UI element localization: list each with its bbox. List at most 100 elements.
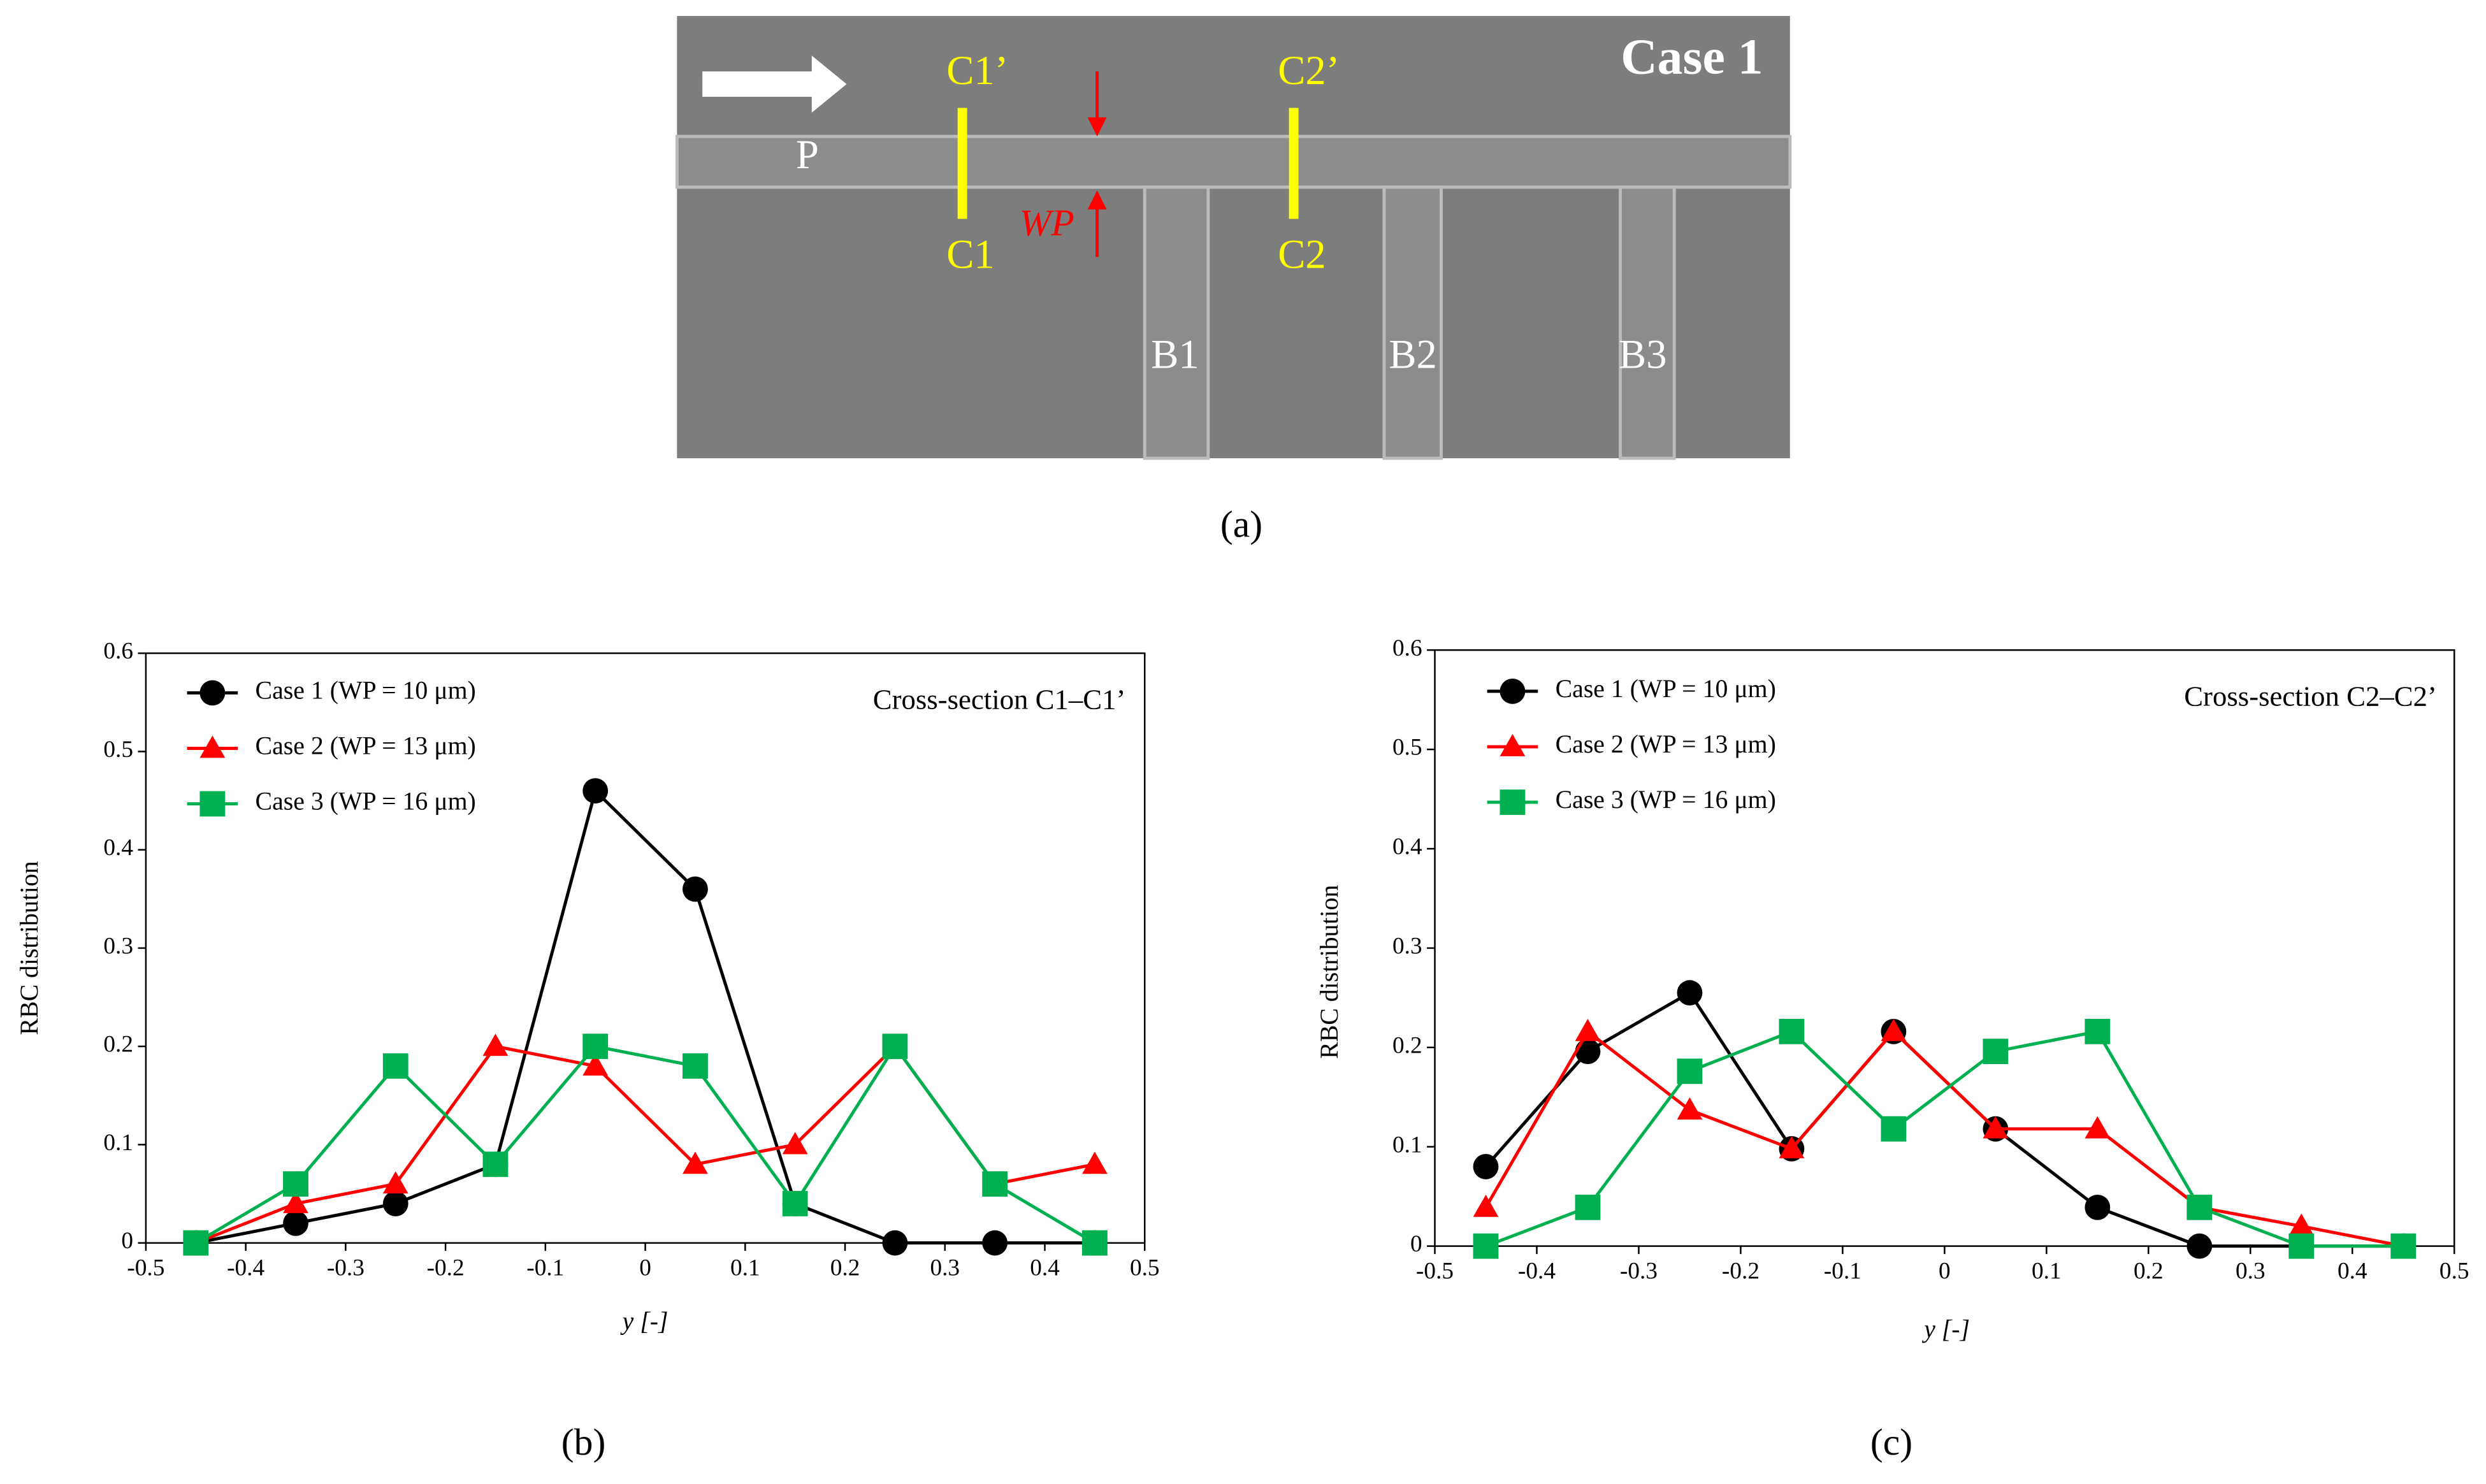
label-b1: B1: [1151, 331, 1199, 377]
marker: [1983, 1039, 2009, 1064]
marker: [683, 1053, 708, 1079]
y-tick-label: 0.3: [1392, 933, 1422, 959]
y-tick-label: 0.5: [103, 737, 133, 763]
label-b3: B3: [1619, 331, 1666, 377]
x-tick-label: 0.1: [730, 1255, 760, 1281]
marker: [2186, 1194, 2213, 1220]
x-tick-label: -0.2: [427, 1255, 465, 1281]
marker: [283, 1171, 308, 1197]
x-tick-label: 0.3: [2236, 1258, 2266, 1285]
marker: [1677, 1058, 1703, 1084]
branch-channel: [1619, 185, 1676, 460]
x-tick-label: -0.5: [127, 1255, 164, 1281]
x-tick-label: -0.1: [526, 1255, 564, 1281]
marker: [1677, 1097, 1703, 1120]
series-line: [194, 1043, 1096, 1244]
marker: [1500, 678, 1526, 704]
marker: [2186, 1233, 2213, 1259]
marker: [683, 1151, 708, 1174]
marker: [782, 1132, 808, 1155]
x-axis-label: y [-]: [1921, 1315, 1970, 1343]
y-tick-label: 0.6: [103, 638, 133, 665]
panel-caption: (b): [561, 1421, 606, 1463]
x-tick-label: 0.4: [1030, 1255, 1060, 1281]
marker: [382, 1053, 408, 1079]
marker: [1677, 980, 1703, 1005]
branch-channel: [1143, 185, 1210, 460]
marker: [199, 791, 226, 817]
main-channel: [675, 134, 1792, 189]
x-tick-label: 0.5: [2439, 1258, 2469, 1285]
y-tick-label: 0.3: [103, 933, 133, 959]
series-line: [1484, 1029, 2404, 1248]
x-tick-label: 0: [639, 1255, 651, 1281]
marker: [482, 1034, 509, 1056]
x-tick-label: -0.4: [1518, 1258, 1556, 1285]
label-c2: C2: [1278, 231, 1326, 277]
legend-label: Case 3 (WP = 16 μm): [256, 788, 476, 816]
marker: [683, 876, 708, 902]
marker: [2288, 1233, 2315, 1259]
marker: [283, 1191, 308, 1213]
x-tick-label: -0.2: [1722, 1258, 1760, 1285]
x-axis-label: y [-]: [620, 1308, 668, 1336]
x-tick-label: 0.3: [930, 1255, 960, 1281]
series-line: [1485, 1029, 2404, 1248]
flow-arrow: [702, 55, 847, 113]
y-tick-label: 0.2: [1392, 1032, 1422, 1058]
marker: [2390, 1233, 2417, 1259]
annotation: Cross-section C2–C2’: [2184, 681, 2437, 712]
marker: [199, 680, 226, 706]
marker: [1575, 1194, 1601, 1220]
marker: [1881, 1116, 1907, 1142]
marker: [2288, 1213, 2315, 1236]
y-axis-label: RBC distribution: [1315, 885, 1343, 1059]
legend-label: Case 3 (WP = 16 μm): [1556, 786, 1776, 814]
marker: [1473, 1194, 1499, 1217]
cross-section-line: [957, 108, 967, 219]
marker: [1575, 1039, 1601, 1064]
series-line: [1484, 990, 2404, 1248]
legend-label: Case 2 (WP = 13 μm): [256, 732, 476, 760]
marker: [482, 1151, 509, 1178]
marker: [882, 1034, 908, 1060]
x-tick-label: -0.1: [1824, 1258, 1861, 1285]
width-arrowhead: [1087, 190, 1107, 210]
label-p: P: [796, 131, 819, 177]
x-tick-label: -0.5: [1416, 1258, 1454, 1285]
marker: [183, 1230, 209, 1256]
image-background: [677, 16, 1790, 459]
marker: [382, 1191, 408, 1216]
marker: [1779, 1018, 1805, 1044]
micrograph: Case 1 P C1’ C1 C2’ C2 WP B1 B2 B3: [675, 16, 1792, 460]
y-tick-label: 0: [121, 1228, 133, 1254]
y-tick-label: 0.1: [103, 1130, 133, 1156]
case-label: Case 1: [1621, 29, 1763, 85]
panel-caption: (a): [1220, 503, 1262, 545]
marker: [2085, 1018, 2111, 1044]
marker: [582, 1034, 609, 1060]
x-tick-label: 0.5: [1130, 1255, 1160, 1281]
marker: [199, 735, 226, 758]
marker: [283, 1210, 308, 1236]
marker: [1500, 734, 1526, 756]
marker: [1779, 1135, 1805, 1158]
legend-label: Case 2 (WP = 13 μm): [1556, 730, 1776, 758]
label-c1: C1: [946, 231, 994, 277]
marker: [1081, 1151, 1108, 1174]
y-tick-label: 0.1: [1392, 1132, 1422, 1158]
marker: [2085, 1116, 2111, 1139]
marker: [982, 1230, 1008, 1256]
x-tick-label: -0.3: [327, 1255, 365, 1281]
marker: [982, 1171, 1008, 1197]
y-tick-label: 0.4: [1392, 834, 1422, 860]
label-c1p: C1’: [946, 47, 1008, 93]
marker: [882, 1230, 908, 1256]
cross-section-line: [1289, 108, 1299, 219]
label-c2p: C2’: [1278, 47, 1340, 93]
x-tick-label: 0.2: [2134, 1258, 2164, 1285]
y-axis-label: RBC distribution: [15, 861, 43, 1035]
y-tick-label: 0.5: [1392, 735, 1422, 761]
x-tick-label: 0.1: [2032, 1258, 2062, 1285]
